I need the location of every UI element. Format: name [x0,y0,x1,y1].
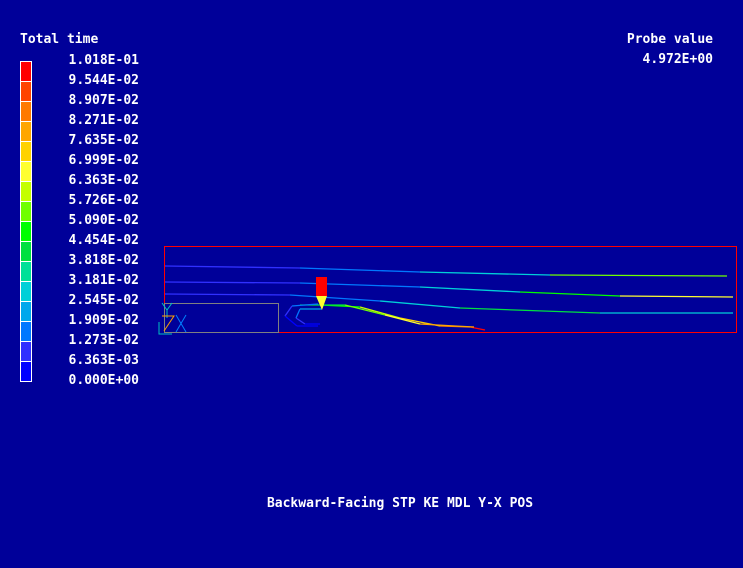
legend-label: 1.909E-02 [68,313,139,328]
legend-label: 5.726E-02 [68,193,139,208]
legend-label: 3.181E-02 [68,273,139,288]
streamline-segment [299,267,421,273]
legend-label: 8.907E-02 [68,93,139,108]
streamline-segment [295,308,301,319]
streamline-segment [289,294,381,302]
streamline-segment [419,286,521,293]
streamline-segment [519,291,621,297]
streamline-segment [284,315,298,327]
legend-swatch [20,141,32,162]
legend-swatch [20,81,32,102]
legend-swatch [20,241,32,262]
step-block [164,303,279,333]
axis-triad-icon [158,302,187,335]
streamline-segment [419,271,551,276]
streamline-segment [359,306,401,319]
streamline-segment [164,265,301,269]
streamline-segment [619,295,734,298]
streamline-segment [295,317,306,325]
legend-label: 0.000E+00 [68,373,139,388]
legend-color-bar [20,61,32,382]
domain-outline [164,246,737,333]
legend-swatch [20,341,32,362]
streamline-segment [284,305,293,317]
streamline-segment [164,293,291,296]
legend-swatch [20,181,32,202]
streamline-segment [549,274,728,277]
legend-swatch [20,61,32,82]
legend-swatch [20,261,32,282]
legend-label: 1.018E-01 [68,53,139,68]
legend-swatch [20,301,32,322]
legend-title: Total time [20,32,99,47]
legend-swatch [20,221,32,242]
probe-value: 4.972E+00 [642,52,713,67]
streamline-segment [379,300,461,309]
legend-label: 8.271E-02 [68,113,139,128]
probe-marker-icon [316,277,327,310]
legend-label: 1.273E-02 [68,333,139,348]
streamline-segment [291,303,319,307]
legend-label: 2.545E-02 [68,293,139,308]
legend-label: 6.999E-02 [68,153,139,168]
legend-swatch [20,101,32,122]
legend-swatch [20,161,32,182]
legend-swatch [20,121,32,142]
legend-label: 9.544E-02 [68,73,139,88]
legend-label: 6.363E-03 [68,353,139,368]
legend-label: 3.818E-02 [68,253,139,268]
legend-swatch [20,321,32,342]
probe-title: Probe value [626,32,713,47]
legend-label: 7.635E-02 [68,133,139,148]
legend-swatch [20,201,32,222]
legend-swatch [20,281,32,302]
legend-label: 6.363E-02 [68,173,139,188]
streamlines [164,265,734,331]
streamline-segment [459,307,601,314]
legend-swatch [20,361,32,382]
legend-label: 5.090E-02 [68,213,139,228]
streamline-segment [164,281,301,284]
plot-caption: Backward-Facing STP KE MDL Y-X POS [266,496,534,511]
streamline-segment [419,323,456,327]
streamline-segment [384,314,421,325]
streamline-segment [454,325,475,328]
streamline-segment [344,304,386,316]
legend-label: 4.454E-02 [68,233,139,248]
